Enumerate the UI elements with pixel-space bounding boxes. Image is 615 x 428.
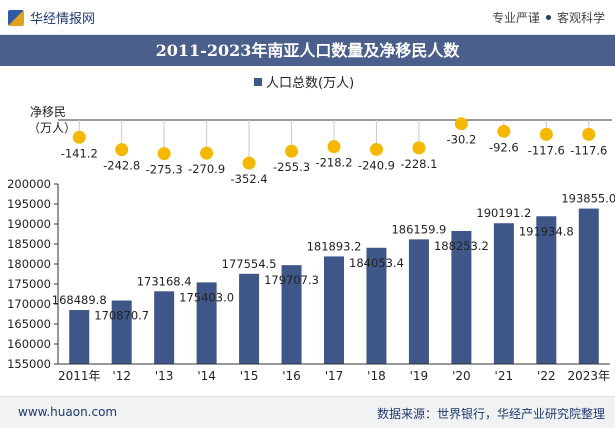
x-tick-label: '20 [452, 369, 471, 383]
bar-6 [324, 256, 344, 364]
y-tick-label: 175000 [7, 277, 51, 291]
bar-label-5: 179707.3 [264, 273, 319, 287]
population-bars: 168489.8 170870.7 173168.4 175403.0 177554.5… [52, 192, 615, 364]
bar-label-10: 190191.2 [476, 206, 531, 220]
brand-name: 华经情报网 [30, 12, 96, 27]
bar-label-0: 168489.8 [52, 293, 107, 307]
dot-label-5: -255.3 [273, 160, 310, 174]
y-tick-label: 200000 [7, 177, 51, 191]
tagline-right: 客观科学 [556, 11, 605, 25]
footer-source: 数据来源：世界银行，华经产业研究院整理 [376, 407, 605, 421]
x-tick-label: '21 [495, 369, 514, 383]
bar-7 [366, 247, 387, 364]
brand: 华经情报网 [8, 8, 95, 27]
x-tick-label: 2011年 [58, 369, 101, 383]
x-tick-label: '17 [325, 369, 344, 383]
dot-label-4: -352.4 [231, 172, 268, 186]
y-tick-label: 165000 [7, 317, 51, 331]
x-tick-label: '16 [282, 369, 301, 383]
bar-4 [239, 273, 260, 364]
x-tick-label: '18 [367, 369, 386, 383]
dot-label-8: -228.1 [400, 157, 437, 171]
x-tick-label: '14 [197, 369, 216, 383]
dot-10 [497, 124, 511, 138]
dot-label-11: -117.6 [528, 143, 565, 157]
dot-label-0: -141.2 [61, 146, 98, 160]
dot-label-1: -242.8 [103, 159, 140, 173]
dot-label-6: -218.2 [315, 156, 352, 170]
footer: www.huaon.com 数据来源：世界银行，华经产业研究院整理 [0, 396, 615, 428]
bar-label-3: 175403.0 [179, 290, 234, 304]
dot-9 [454, 117, 468, 131]
footer-url: www.huaon.com [18, 405, 118, 419]
dot-1 [115, 143, 129, 157]
dot-label-3: -270.9 [188, 162, 225, 176]
bar-label-1: 170870.7 [94, 309, 149, 323]
x-tick-label: 2023年 [567, 369, 610, 383]
bar-10 [493, 223, 514, 364]
bar-0 [69, 310, 90, 364]
dot-5 [285, 144, 299, 158]
brand-logo-icon [8, 10, 24, 26]
dot-label-12: -117.6 [570, 143, 607, 157]
bar-9 [451, 230, 472, 364]
tagline: 专业严谨 客观科学 [492, 9, 605, 26]
dot-4 [242, 156, 256, 170]
bar-label-11: 191934.8 [519, 224, 574, 238]
bar-11 [536, 216, 557, 364]
bar-8 [408, 239, 429, 364]
y-tick-label: 160000 [7, 337, 51, 351]
net-migration-dots: -141.2 -242.8 -275.3 -270.9 -352.4 -255.3 -218… [61, 117, 607, 186]
bar-label-6: 181893.2 [307, 239, 362, 253]
dot-0 [72, 130, 86, 144]
dot-12 [582, 127, 596, 141]
y-tick-label: 170000 [7, 297, 51, 311]
dot-3 [200, 146, 214, 160]
dot-8 [412, 141, 426, 155]
bar-2 [154, 291, 175, 364]
chart-title: 2011-2023年南亚人口数量及净移民人数 [0, 35, 615, 66]
bar-5 [281, 265, 302, 364]
x-tick-label: '12 [112, 369, 131, 383]
bar-label-9: 188253.2 [434, 239, 489, 253]
dot-6 [327, 140, 341, 154]
bar-3 [196, 282, 217, 364]
y-tick-label: 185000 [7, 237, 51, 251]
legend-swatch [254, 78, 262, 86]
y-axis: 155000 160000 165000 170000 175000 180000 1850… [7, 177, 59, 371]
x-tick-label: '15 [240, 369, 259, 383]
x-tick-label: '19 [410, 369, 429, 383]
x-tick-label: '13 [155, 369, 174, 383]
top-axis-label-line1: 净移民 [30, 105, 66, 119]
legend-label: 人口总数(万人) [266, 76, 354, 91]
bar-label-7: 184053.4 [349, 256, 404, 270]
dot-label-2: -275.3 [146, 163, 183, 177]
legend: 人口总数(万人) [254, 76, 354, 91]
dot-label-9: -30.2 [447, 133, 477, 147]
dot-label-7: -240.9 [358, 158, 395, 172]
chart: 人口总数(万人) 净移民 （万人） -141.2 -242.8 -275.3 -270… [7, 76, 615, 383]
y-tick-label: 190000 [7, 217, 51, 231]
bar-label-4: 177554.5 [222, 257, 277, 271]
bar-1 [111, 300, 132, 364]
tagline-left: 专业严谨 [491, 11, 540, 25]
dot-2 [157, 147, 171, 161]
y-tick-label: 195000 [7, 197, 51, 211]
header-bar: 华经情报网 专业严谨 客观科学 [0, 0, 615, 35]
bar-label-8: 186159.9 [391, 222, 446, 236]
bar-label-2: 173168.4 [137, 274, 192, 288]
y-tick-label: 180000 [7, 257, 51, 271]
dot-11 [539, 127, 553, 141]
x-tick-label: '22 [537, 369, 556, 383]
bar-12 [578, 208, 599, 364]
top-axis-label-line2: （万人） [28, 121, 76, 135]
dot-label-10: -92.6 [489, 140, 519, 154]
separator-dot-icon [545, 15, 551, 20]
bar-label-12: 193855.0 [561, 192, 615, 206]
y-tick-label: 155000 [7, 357, 51, 371]
dot-7 [369, 142, 383, 156]
x-axis: 2011年 '12 '13 '14 '15 '16 '17 '18 '19 '20 '21 '22 20… [58, 363, 610, 383]
